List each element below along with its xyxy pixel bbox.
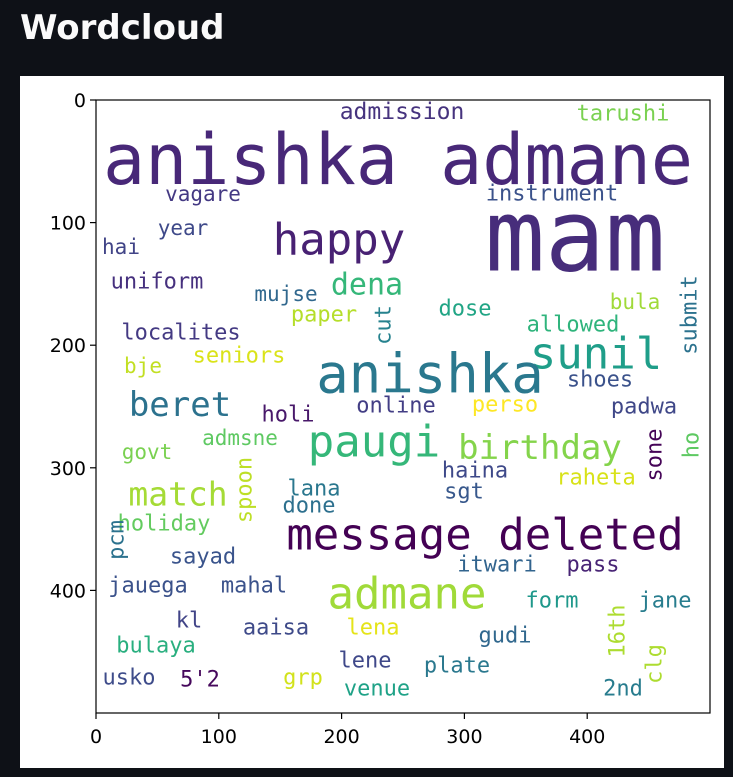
word: clg (643, 644, 668, 684)
x-tick-label: 300 (446, 726, 482, 748)
axes-frame (95, 99, 711, 714)
word: holiday (118, 512, 211, 537)
word: itwari (457, 553, 536, 578)
word: allowed (527, 313, 620, 338)
word: venue (344, 677, 410, 702)
word: sayad (170, 545, 236, 570)
word: haina (442, 459, 508, 484)
word: perso (472, 393, 538, 418)
word: form (526, 589, 579, 614)
word: 2nd (603, 677, 643, 702)
word: dose (439, 297, 492, 322)
word: kl (176, 609, 203, 634)
word: bula (610, 290, 661, 314)
word: mam (485, 178, 666, 295)
word: plate (424, 654, 490, 679)
word: ho (680, 432, 705, 459)
word: paper (291, 303, 357, 328)
x-tick-label: 100 (201, 726, 237, 748)
word: match (128, 475, 227, 514)
word: beret (129, 385, 231, 425)
word: 5'2 (180, 668, 220, 693)
word: done (283, 494, 336, 519)
word: spoon (233, 457, 258, 523)
word: padwa (611, 395, 677, 420)
y-tick-label: 100 (50, 213, 86, 235)
word: sunil (530, 329, 662, 380)
word: localites (121, 321, 240, 346)
word: online (356, 394, 435, 419)
word: holi (262, 403, 315, 428)
word: birthday (458, 428, 622, 468)
word: admsne (202, 426, 278, 450)
word: bulaya (116, 634, 195, 659)
word: govt (122, 440, 173, 464)
word: admane (328, 569, 487, 620)
word: grp (283, 666, 323, 691)
y-tick-label: 200 (50, 335, 86, 357)
word: gudi (479, 624, 532, 649)
word: lena (347, 616, 400, 641)
word: vagare (165, 182, 241, 206)
word: sgt (444, 480, 484, 505)
word: aaisa (243, 616, 309, 641)
word: year (158, 216, 209, 240)
word: message deleted (286, 510, 683, 561)
word: anishka admane (103, 119, 693, 201)
word: sone (643, 429, 668, 482)
word: cut (372, 305, 397, 345)
word: uniform (111, 270, 204, 295)
word: admission (340, 99, 465, 125)
x-tick-label: 0 (90, 726, 102, 748)
word: instrument (486, 182, 618, 207)
word: usko (103, 666, 156, 691)
page-title: Wordcloud (20, 8, 225, 48)
word: lene (339, 649, 392, 674)
word: pcm (105, 520, 130, 560)
word: jauega (108, 574, 187, 599)
word: jane (639, 589, 692, 614)
word: happy (273, 215, 405, 266)
x-tick-label: 400 (569, 726, 605, 748)
word: bje (124, 354, 162, 378)
word: paugi (308, 417, 440, 468)
x-tick-label: 200 (323, 726, 359, 748)
word: mahal (221, 574, 287, 599)
word: 16th (606, 605, 631, 658)
word: dena (331, 268, 403, 303)
y-tick-label: 400 (50, 580, 86, 602)
word: shoes (567, 368, 633, 393)
y-tick-label: 300 (50, 458, 86, 480)
y-tick-label: 0 (74, 90, 86, 112)
word: hai (102, 235, 140, 259)
word: mujse (254, 282, 317, 306)
word: pass (567, 553, 620, 578)
word: submit (678, 275, 703, 354)
word: seniors (193, 344, 286, 369)
word: anishka (316, 343, 544, 406)
word: lana (288, 477, 341, 502)
word: tarushi (577, 102, 670, 127)
word: raheta (556, 466, 635, 491)
